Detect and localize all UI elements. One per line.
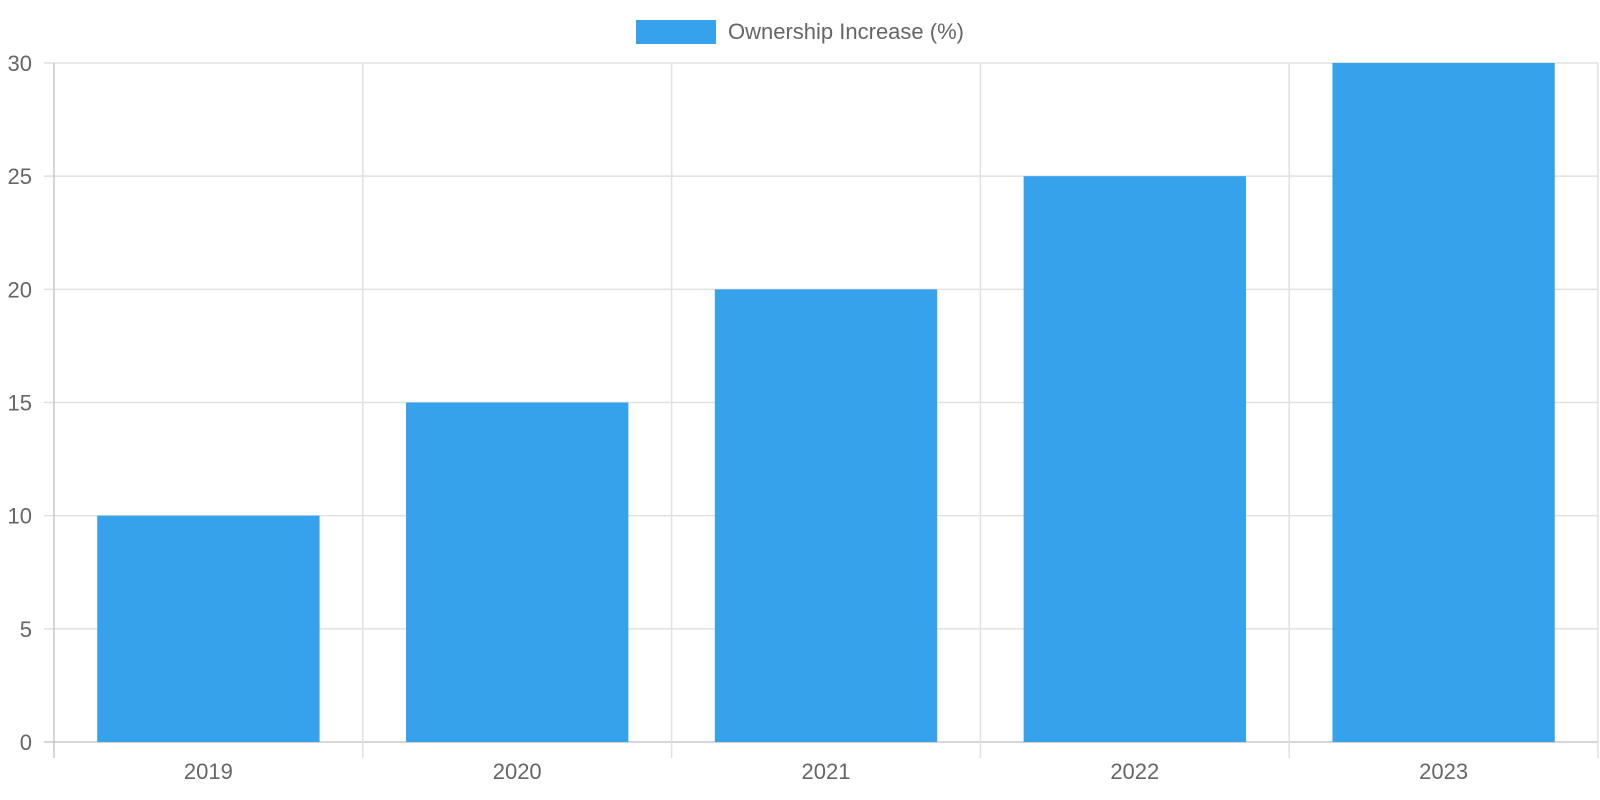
bar-2021[interactable]	[714, 289, 938, 742]
legend-swatch[interactable]	[636, 20, 717, 44]
bar-2022[interactable]	[1023, 176, 1246, 742]
x-tick-label: 2020	[493, 759, 542, 784]
x-tick-label: 2021	[802, 759, 851, 784]
y-tick-label: 25	[8, 164, 32, 189]
y-tick-label: 15	[8, 391, 32, 416]
y-tick-label: 0	[20, 730, 32, 755]
x-tick-label: 2019	[184, 759, 233, 784]
axes: 0 5 10 15 20 25 30 2019 2020 2021 2022 2023	[8, 51, 1469, 784]
bar-2020[interactable]	[406, 402, 629, 743]
bars	[97, 63, 1555, 742]
bar-2023[interactable]	[1332, 63, 1555, 742]
x-tick-label: 2022	[1110, 759, 1159, 784]
x-tick-label: 2023	[1419, 759, 1468, 784]
bar-2019[interactable]	[97, 515, 320, 742]
y-tick-label: 30	[8, 51, 32, 76]
y-tick-label: 5	[20, 617, 32, 642]
y-tick-label: 10	[8, 504, 32, 529]
legend-label[interactable]: Ownership Increase (%)	[728, 19, 964, 44]
y-tick-label: 20	[8, 277, 32, 302]
legend[interactable]: Ownership Increase (%)	[636, 19, 964, 44]
